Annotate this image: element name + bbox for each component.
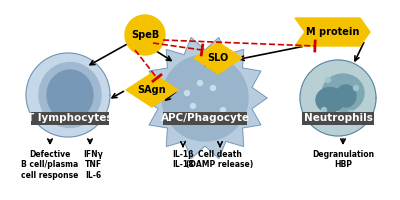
Ellipse shape <box>322 74 364 112</box>
Text: Defective
B cell/plasma
cell response: Defective B cell/plasma cell response <box>21 150 79 180</box>
Polygon shape <box>194 42 242 74</box>
Circle shape <box>336 112 340 116</box>
Circle shape <box>326 77 330 82</box>
Ellipse shape <box>336 85 356 107</box>
Circle shape <box>300 60 376 136</box>
Text: M protein: M protein <box>306 27 359 37</box>
Circle shape <box>348 110 354 116</box>
Ellipse shape <box>39 62 101 128</box>
Text: SAgn: SAgn <box>138 85 166 95</box>
FancyBboxPatch shape <box>31 112 109 124</box>
FancyBboxPatch shape <box>163 112 247 124</box>
Text: Neutrophils: Neutrophils <box>304 113 372 123</box>
Circle shape <box>322 108 326 112</box>
Circle shape <box>220 108 226 112</box>
Text: IFNγ
TNF
IL-6: IFNγ TNF IL-6 <box>83 150 103 180</box>
Circle shape <box>125 15 165 55</box>
Circle shape <box>190 104 196 108</box>
Polygon shape <box>295 18 370 46</box>
Polygon shape <box>126 73 178 107</box>
Text: IL-1β
IL-18: IL-1β IL-18 <box>172 150 194 169</box>
Circle shape <box>184 90 190 96</box>
Circle shape <box>210 86 216 90</box>
Circle shape <box>198 80 202 86</box>
Text: Cell death
(DAMP release): Cell death (DAMP release) <box>186 150 254 169</box>
Circle shape <box>212 114 218 118</box>
Ellipse shape <box>47 70 93 120</box>
Ellipse shape <box>316 88 344 112</box>
Text: APC/Phagocyte: APC/Phagocyte <box>160 113 250 123</box>
Text: SpeB: SpeB <box>131 30 159 40</box>
Circle shape <box>162 55 248 141</box>
Text: Degranulation
HBP: Degranulation HBP <box>312 150 374 169</box>
FancyBboxPatch shape <box>302 112 374 124</box>
Circle shape <box>354 86 358 90</box>
Text: T lymphocytes: T lymphocytes <box>27 113 113 123</box>
Circle shape <box>26 53 110 137</box>
Text: SLO: SLO <box>207 53 229 63</box>
Polygon shape <box>143 38 267 158</box>
